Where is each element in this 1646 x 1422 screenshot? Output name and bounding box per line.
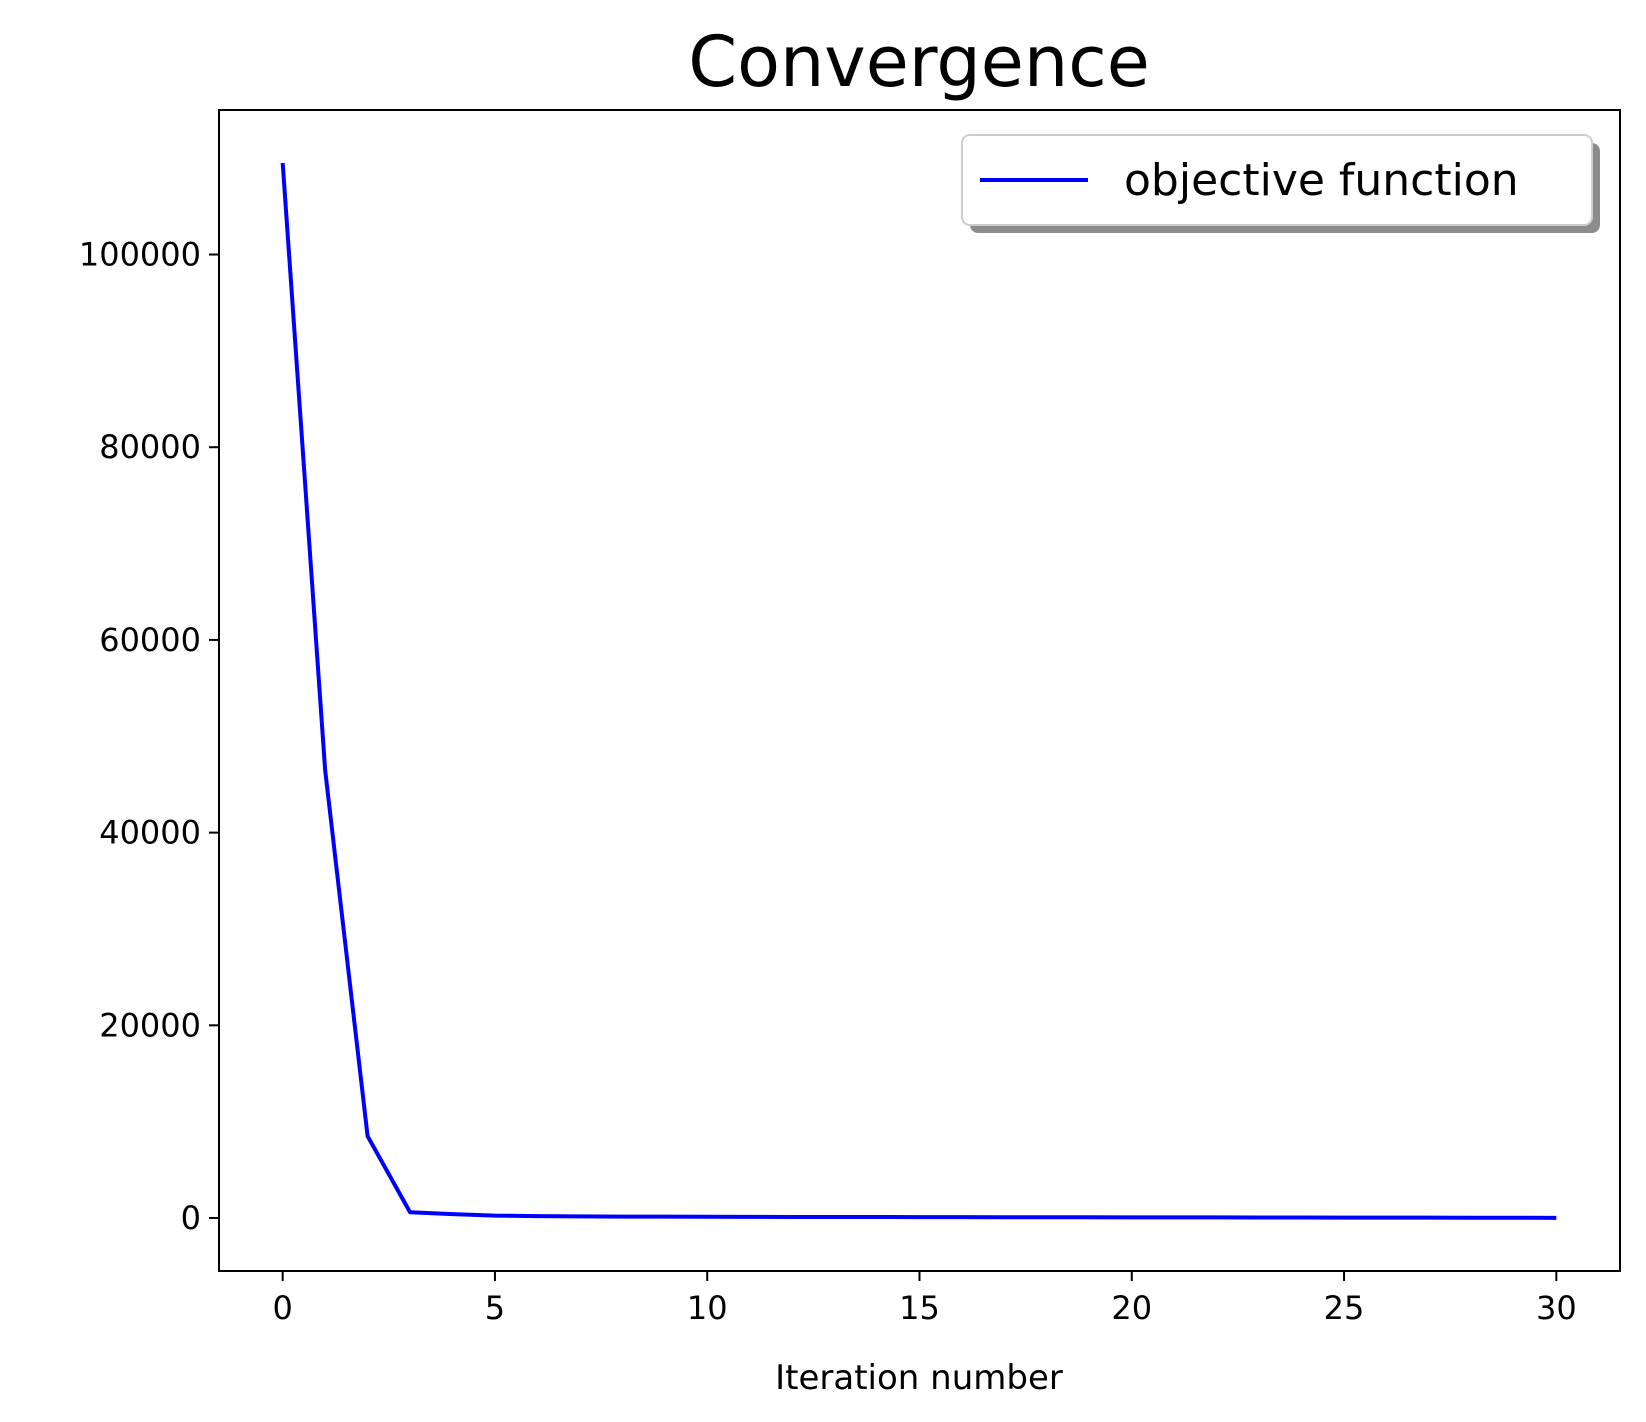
y-tick-label: 100000 [79,236,201,274]
x-tick-label: 20 [1111,1289,1152,1327]
x-tick-label: 5 [485,1289,505,1327]
chart-title: Convergence [688,21,1150,103]
x-tick-label: 25 [1324,1289,1365,1327]
y-tick-label: 0 [181,1199,201,1237]
legend-label-objective-function: objective function [1124,155,1519,206]
legend: objective function [961,134,1600,233]
x-tick-label: 10 [687,1289,728,1327]
x-tick-label: 30 [1536,1289,1577,1327]
legend-box [961,134,1593,226]
series-line-0 [280,162,1557,1220]
y-tick-label: 20000 [99,1006,201,1044]
y-tick-label: 40000 [99,814,201,852]
y-tick-label: 80000 [99,428,201,466]
y-tick-label: 60000 [99,621,201,659]
plot-frame [218,109,1621,1272]
series-layer [280,162,1557,1220]
x-axis-label: Iteration number [775,1358,1063,1398]
axis-ticks: 0 5 10 15 20 25 30 0 20000 40000 60000 80000 100000 [79,236,1577,1327]
plot-area [219,110,1620,1271]
x-tick-label: 15 [899,1289,940,1327]
x-tick-label: 0 [273,1289,293,1327]
